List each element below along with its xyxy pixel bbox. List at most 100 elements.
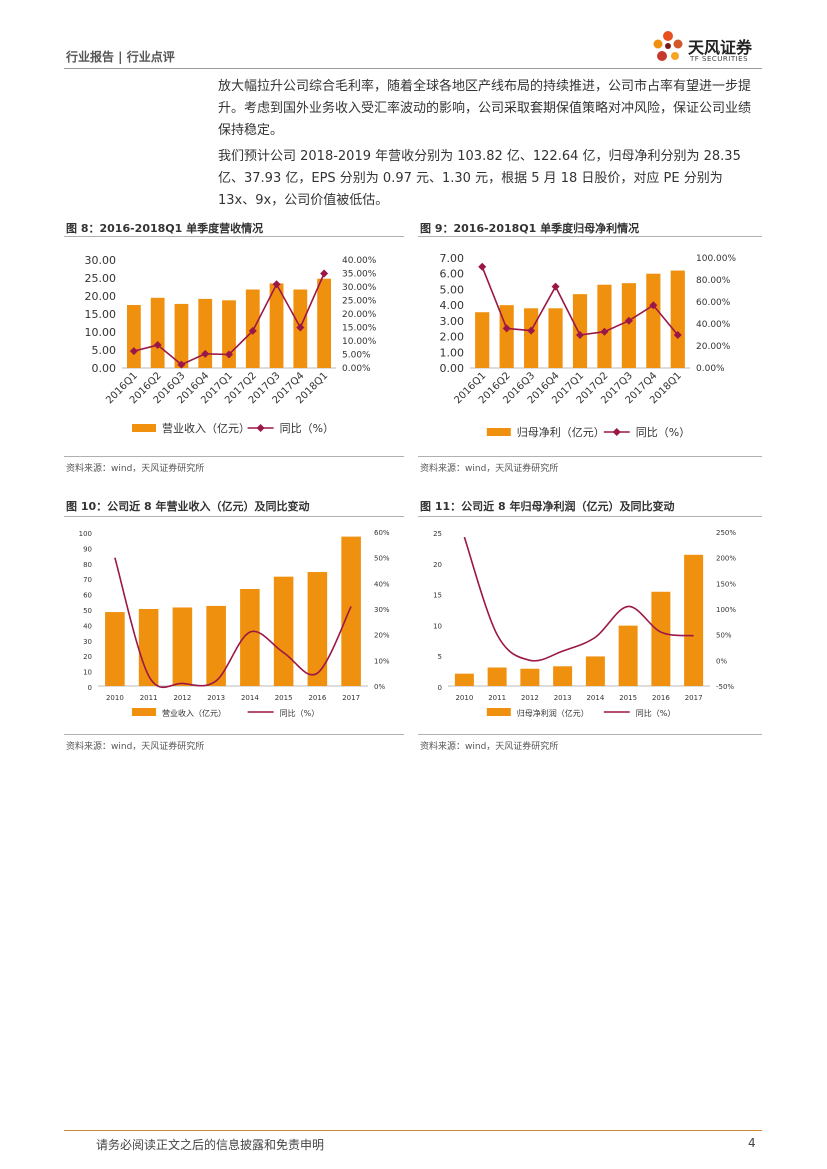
footer-divider [64,1130,762,1131]
brand-logo: 天风证券 TF SECURITIES [650,28,762,70]
y-right-tick-label: 250% [716,529,736,537]
yoy-line [114,557,352,688]
bar [670,270,685,368]
figure-11-bottom-rule [418,734,762,735]
y-right-tick-label: 200% [716,555,736,563]
page-number: 4 [748,1136,756,1150]
legend-bar-swatch [132,708,156,716]
bar [520,668,540,686]
figure-9-bottom-rule [418,456,762,457]
y-left-tick-label: 30.00 [85,254,117,267]
figure-8-top-rule [64,236,404,237]
bar [341,536,361,686]
bar [150,297,165,368]
legend-line-label: 同比（%） [636,426,690,439]
figure-9-source: 资料来源：wind，天风证券研究所 [420,464,559,474]
y-right-tick-label: 30.00% [342,283,377,293]
bar [454,673,474,686]
legend-bar-label: 归母净利（亿元） [517,425,605,439]
figure-10-chart: 0 10 20 30 40 50 60 70 80 90 100 0% 10% 20% 30% 40% 50% 6… [79,529,390,718]
y-left-tick-label: 40 [83,622,92,630]
yoy-line [463,536,694,662]
y-right-tick-label: 10.00% [342,337,377,347]
y-right-tick-label: 25.00% [342,297,377,307]
x-tick-label: 2016 [652,694,670,702]
x-tick-label: 2013 [207,694,225,702]
figure-11-top-rule [418,516,762,517]
bar [548,308,563,368]
x-tick-label: 2011 [140,694,158,702]
y-left-tick-label: 30 [83,638,92,646]
y-right-tick-label: -50% [716,683,734,691]
y-right-tick-label: 40.00% [696,320,731,330]
yoy-point-marker [320,269,329,278]
yoy-point-marker [153,341,162,350]
x-tick-label: 2017 [342,694,360,702]
yoy-point-marker [272,280,281,289]
x-tick-label: 2012 [173,694,191,702]
figure-9-chart: 0.00 1.00 2.00 3.00 4.00 5.00 6.00 7.00 0.00% 20.… [440,252,737,439]
y-left-tick-label: 0 [88,684,92,692]
bar [240,588,260,686]
bar [198,298,213,368]
x-tick-label: 2012 [521,694,539,702]
y-left-tick-label: 10.00 [85,326,117,339]
bar [307,572,328,686]
yoy-point-marker [624,316,633,325]
y-left-tick-label: 0 [438,684,442,692]
x-tick-label: 2010 [455,694,473,702]
y-right-tick-label: 100.00% [696,254,736,264]
figure-11-source: 资料来源：wind，天风证券研究所 [420,742,559,752]
y-right-tick-label: 40% [374,580,390,588]
y-left-tick-label: 80 [83,561,92,569]
figure-10-title: 图 10：公司近 8 年营业收入（亿元）及同比变动 [66,500,310,513]
yoy-point-marker [551,282,560,291]
yoy-point-marker [600,327,609,336]
bar [105,612,125,686]
yoy-point-marker [225,350,233,359]
y-left-tick-label: 1.00 [440,346,465,359]
figure-10-bottom-rule [64,734,404,735]
y-left-tick-label: 25 [433,530,442,538]
y-right-tick-label: 60% [374,529,390,537]
y-left-tick-label: 5.00 [92,344,117,357]
yoy-point-marker [129,347,138,356]
y-right-tick-label: 50% [716,632,732,640]
y-right-tick-label: 150% [716,580,736,588]
bar [684,554,704,686]
legend-line-label: 同比（%） [280,708,320,718]
y-right-tick-label: 30% [374,606,390,614]
y-left-tick-label: 15.00 [85,308,117,321]
x-tick-label: 2017 [685,694,703,702]
paragraph-2: 我们预计公司 2018-2019 年营收分别为 103.82 亿、122.64 … [218,149,741,208]
figure-11-chart: 0 5 10 15 20 25 -50% 0% 50% 100% 150% 200% 250% 2010 2… [433,529,736,718]
legend-bar-swatch [132,424,156,432]
bar [597,284,612,368]
y-left-tick-label: 2.00 [440,331,465,344]
y-left-tick-label: 70 [83,576,92,584]
bar [206,605,226,686]
yoy-point-marker [576,331,584,339]
y-right-tick-label: 0.00% [342,364,371,374]
y-right-tick-label: 10% [374,657,390,665]
y-right-tick-label: 80.00% [696,276,731,286]
yoy-point-marker [649,301,658,310]
y-left-tick-label: 20.00 [85,290,117,303]
logo-text: 天风证券 [688,38,753,57]
legend-line-label: 同比（%） [280,422,334,435]
y-left-tick-label: 25.00 [85,272,117,285]
y-right-tick-label: 20.00% [342,310,377,320]
bar [524,308,539,368]
y-right-tick-label: 40.00% [342,256,377,266]
y-right-tick-label: 20.00% [696,342,731,352]
bar [651,591,671,686]
bar [138,609,159,686]
y-left-tick-label: 50 [83,607,92,615]
bar [269,283,284,368]
bar [618,625,638,686]
yoy-point-marker [478,262,487,271]
yoy-point-marker [673,331,682,339]
y-left-tick-label: 7.00 [440,252,465,265]
figure-8-bottom-rule [64,456,404,457]
bar [172,607,193,686]
